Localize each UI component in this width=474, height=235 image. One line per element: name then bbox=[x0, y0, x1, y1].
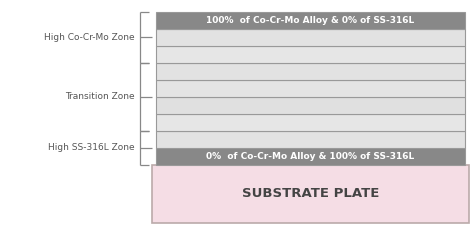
Bar bbox=[156, 29, 465, 46]
Bar bbox=[156, 80, 465, 97]
Bar bbox=[156, 114, 465, 131]
Bar bbox=[156, 12, 465, 29]
Bar bbox=[152, 164, 469, 223]
Bar bbox=[156, 97, 465, 114]
Bar bbox=[156, 63, 465, 80]
Text: High Co-Cr-Mo Zone: High Co-Cr-Mo Zone bbox=[45, 33, 135, 42]
Text: SUBSTRATE PLATE: SUBSTRATE PLATE bbox=[242, 187, 379, 200]
Text: Transition Zone: Transition Zone bbox=[65, 92, 135, 101]
Text: High SS-316L Zone: High SS-316L Zone bbox=[48, 143, 135, 152]
Bar bbox=[156, 46, 465, 63]
Text: 0%  of Co-Cr-Mo Alloy & 100% of SS-316L: 0% of Co-Cr-Mo Alloy & 100% of SS-316L bbox=[206, 152, 415, 161]
Bar bbox=[156, 131, 465, 148]
Text: 100%  of Co-Cr-Mo Alloy & 0% of SS-316L: 100% of Co-Cr-Mo Alloy & 0% of SS-316L bbox=[206, 16, 415, 25]
Bar bbox=[156, 148, 465, 164]
